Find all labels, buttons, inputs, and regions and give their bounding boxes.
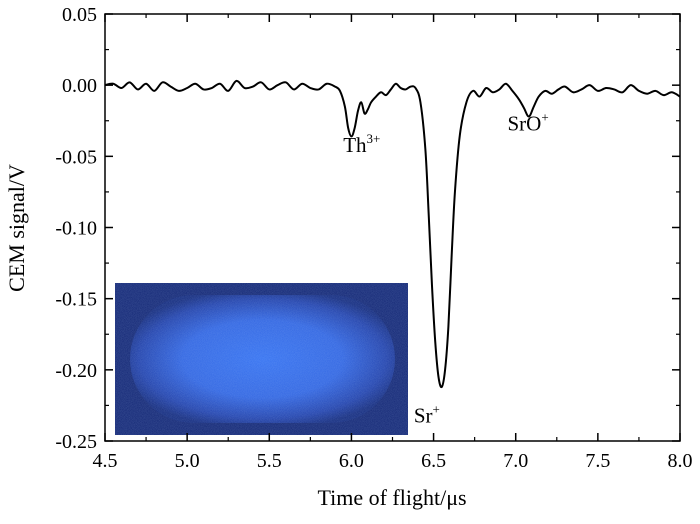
y-tick-label: 0.05 xyxy=(62,4,97,26)
y-tick-label: -0.25 xyxy=(55,431,97,453)
y-axis: 0.05 0.00 -0.05 -0.10 -0.15 -0.20 -0.25 xyxy=(55,4,680,453)
y-tick-label: -0.15 xyxy=(55,289,97,311)
peak-label: SrO+ xyxy=(508,110,549,136)
y-axis-label: CEM signal/V xyxy=(4,164,29,292)
x-tick-label: 8.0 xyxy=(668,450,693,472)
y-tick-label: -0.20 xyxy=(55,360,97,382)
x-tick-label: 6.5 xyxy=(421,450,446,472)
y-tick-label: 0.00 xyxy=(62,75,97,97)
x-tick-label: 5.0 xyxy=(175,450,200,472)
x-tick-label: 4.5 xyxy=(93,450,118,472)
x-tick-label: 6.0 xyxy=(339,450,364,472)
inset-noise xyxy=(115,283,408,435)
y-tick-label: -0.05 xyxy=(55,146,97,168)
x-axis: 4.5 5.0 5.5 6.0 6.5 7.0 7.5 8.0 xyxy=(93,14,693,472)
x-axis-label: Time of flight/μs xyxy=(317,485,466,510)
x-tick-label: 5.5 xyxy=(257,450,282,472)
y-tick-label: -0.10 xyxy=(55,218,97,240)
peak-label: Th3+ xyxy=(343,131,380,157)
inset-image xyxy=(115,283,408,435)
peak-annotations: Th3+ Sr+ SrO+ xyxy=(343,110,548,428)
x-tick-label: 7.0 xyxy=(503,450,528,472)
x-tick-label: 7.5 xyxy=(585,450,610,472)
series-line xyxy=(104,79,681,389)
peak-label: Sr+ xyxy=(414,401,440,427)
